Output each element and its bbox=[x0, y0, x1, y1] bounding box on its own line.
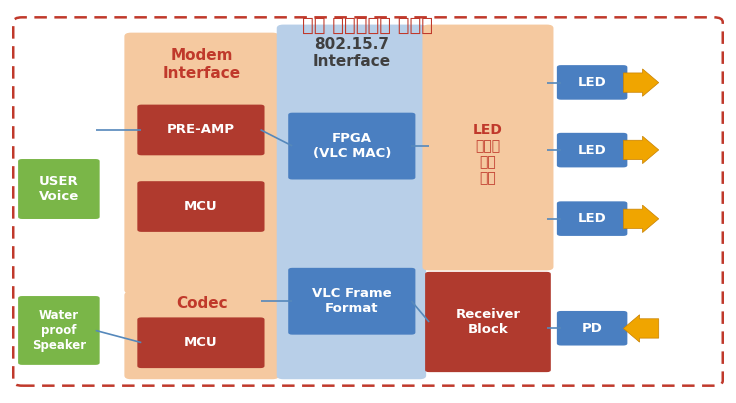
FancyBboxPatch shape bbox=[289, 113, 415, 179]
FancyArrow shape bbox=[623, 315, 659, 342]
FancyBboxPatch shape bbox=[138, 181, 264, 232]
FancyArrow shape bbox=[623, 69, 659, 96]
Text: LED: LED bbox=[578, 76, 606, 89]
FancyBboxPatch shape bbox=[557, 311, 627, 345]
FancyBboxPatch shape bbox=[557, 202, 627, 236]
Text: LED
스위칭
구동
회로: LED 스위칭 구동 회로 bbox=[473, 123, 503, 185]
FancyArrow shape bbox=[623, 136, 659, 164]
FancyBboxPatch shape bbox=[557, 65, 627, 100]
FancyBboxPatch shape bbox=[138, 105, 264, 155]
Text: MCU: MCU bbox=[184, 336, 218, 349]
FancyBboxPatch shape bbox=[18, 159, 99, 219]
Text: USER
Voice: USER Voice bbox=[39, 175, 79, 203]
Text: MCU: MCU bbox=[184, 200, 218, 213]
FancyBboxPatch shape bbox=[557, 133, 627, 167]
Text: PRE-AMP: PRE-AMP bbox=[167, 123, 235, 137]
Text: Codec: Codec bbox=[176, 295, 227, 311]
Text: PD: PD bbox=[581, 322, 603, 335]
FancyBboxPatch shape bbox=[422, 25, 553, 270]
Text: LED: LED bbox=[578, 212, 606, 225]
Text: LED: LED bbox=[578, 143, 606, 157]
Text: 802.15.7
Interface: 802.15.7 Interface bbox=[313, 37, 391, 69]
Text: Receiver
Block: Receiver Block bbox=[456, 308, 520, 336]
Text: Modem
Interface: Modem Interface bbox=[163, 48, 241, 81]
FancyBboxPatch shape bbox=[138, 318, 264, 368]
Text: VLC Frame
Format: VLC Frame Format bbox=[312, 287, 392, 315]
Text: FPGA
(VLC MAC): FPGA (VLC MAC) bbox=[313, 132, 391, 160]
FancyBboxPatch shape bbox=[277, 25, 426, 379]
FancyBboxPatch shape bbox=[13, 17, 723, 386]
FancyBboxPatch shape bbox=[124, 291, 279, 379]
FancyBboxPatch shape bbox=[425, 272, 551, 372]
FancyBboxPatch shape bbox=[289, 268, 415, 334]
FancyBboxPatch shape bbox=[18, 296, 99, 365]
FancyArrow shape bbox=[623, 205, 659, 233]
FancyBboxPatch shape bbox=[124, 33, 279, 294]
Text: 수중 가시광통신 시스템: 수중 가시광통신 시스템 bbox=[302, 16, 434, 35]
Text: Water
proof
Speaker: Water proof Speaker bbox=[32, 309, 86, 352]
